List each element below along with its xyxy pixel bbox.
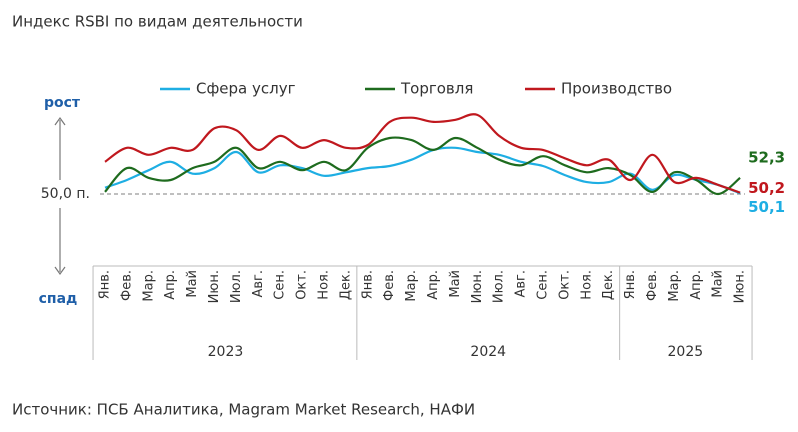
x-tick-label: Апр. [689, 270, 704, 300]
down-label: спад [39, 291, 78, 307]
x-tick-label: Ноя. [579, 270, 594, 300]
value-label: 50,2 [748, 179, 785, 197]
x-tick-label: Дек. [338, 270, 353, 300]
x-tick-label: Авг. [251, 270, 266, 298]
x-tick-label: Фев. [119, 270, 134, 301]
source: Источник: ПСБ Аналитика, Magram Market R… [12, 401, 475, 419]
x-tick-label: Янв. [623, 270, 638, 299]
x-tick-label: Май [185, 270, 200, 298]
chart-title: Индекс RSBI по видам деятельности [12, 13, 303, 31]
series-line [104, 113, 741, 194]
legend-label: Торговля [400, 80, 473, 98]
year-label: 2024 [470, 344, 506, 360]
series-line [104, 136, 741, 196]
x-tick-label: Мар. [141, 270, 156, 302]
legend-label: Производство [561, 80, 672, 98]
x-tick-label: Окт. [295, 270, 310, 300]
year-label: 2025 [668, 344, 704, 360]
x-tick-label: Сен. [536, 270, 551, 300]
x-tick-label: Фев. [382, 270, 397, 301]
up-label: рост [44, 95, 81, 111]
x-tick-label: Дек. [601, 270, 616, 300]
x-tick-label: Июл. [229, 270, 244, 303]
x-tick-label: Ноя. [317, 270, 332, 300]
year-label: 2023 [208, 344, 244, 360]
arrows [54, 116, 66, 276]
x-tick-label: Авг. [514, 270, 529, 298]
value-label: 52,3 [748, 148, 785, 166]
x-tick-label: Июл. [492, 270, 507, 303]
x-tick-label: Июн. [207, 270, 222, 303]
x-tick-label: Янв. [98, 270, 113, 299]
reference-label: 50,0 п. [41, 186, 90, 202]
x-tick-label: Окт. [557, 270, 572, 300]
value-label: 50,1 [748, 198, 785, 216]
x-tick-label: Июн. [470, 270, 485, 303]
x-tick-label: Янв. [360, 270, 375, 299]
x-tick-label: Май [711, 270, 726, 298]
x-tick-label: Фев. [645, 270, 660, 301]
x-tick-label: Сен. [273, 270, 288, 300]
x-tick-label: Май [448, 270, 463, 298]
x-tick-label: Мар. [667, 270, 682, 302]
x-tick-label: Мар. [404, 270, 419, 302]
legend-label: Сфера услуг [196, 80, 296, 98]
x-tick-label: Апр. [426, 270, 441, 300]
x-tick-label: Апр. [163, 270, 178, 300]
series-line [104, 146, 741, 195]
x-tick-label: Июн. [733, 270, 748, 303]
